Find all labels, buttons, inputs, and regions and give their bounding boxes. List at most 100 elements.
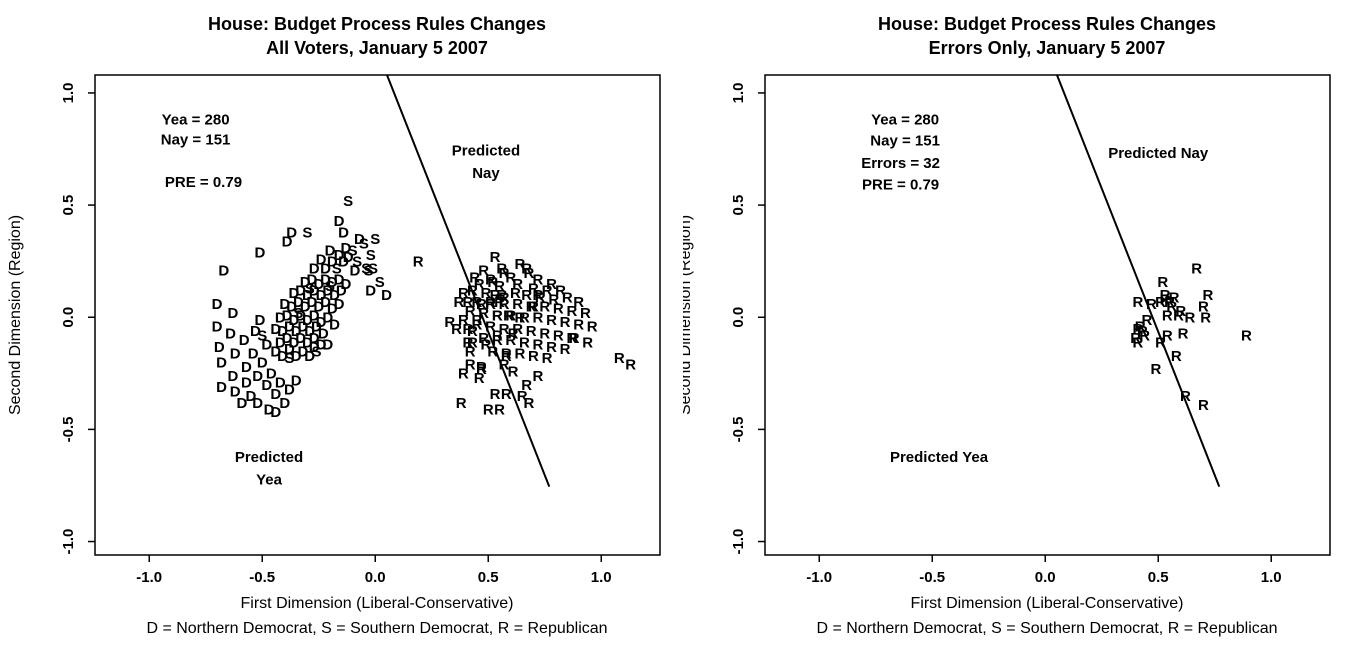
data-point: R [496, 287, 507, 304]
data-point: R [1198, 397, 1209, 414]
data-point: R [499, 289, 510, 306]
data-point: R [476, 296, 487, 313]
data-point: D [316, 314, 327, 331]
data-point: R [458, 285, 469, 302]
data-point: D [293, 294, 304, 311]
x-tick-label: -0.5 [249, 569, 275, 586]
data-point: R [1130, 330, 1141, 347]
data-point: R [1146, 296, 1157, 313]
data-point: R [512, 321, 523, 338]
region-annotation: Predicted [452, 143, 520, 160]
data-point: D [279, 395, 290, 412]
data-point: R [569, 330, 580, 347]
data-point: R [467, 323, 478, 340]
data-point: R [1175, 303, 1186, 320]
data-point: D [309, 339, 320, 356]
data-point: D [302, 287, 313, 304]
data-point: R [501, 348, 512, 365]
data-point: R [1135, 319, 1146, 336]
data-point: S [348, 242, 358, 259]
data-point: R [508, 325, 519, 342]
data-point: D [282, 233, 293, 250]
data-point: R [456, 395, 467, 412]
data-point: R [1191, 260, 1202, 277]
data-point: R [478, 305, 489, 322]
data-point: R [505, 269, 516, 286]
data-point: S [359, 236, 369, 253]
data-point: D [275, 310, 286, 327]
data-point: D [284, 319, 295, 336]
data-point: D [275, 334, 286, 351]
data-point: D [340, 276, 351, 293]
x-tick-label: 0.5 [1148, 569, 1169, 586]
plot-box [764, 74, 1331, 556]
data-point: R [546, 339, 557, 356]
data-point: D [286, 298, 297, 315]
region-annotation: Predicted [235, 449, 303, 466]
x-tick-label: -0.5 [919, 569, 945, 586]
data-point: D [252, 395, 263, 412]
data-point: R [462, 321, 473, 338]
left-chart-title-line1: House: Budget Process Rules Changes [208, 14, 546, 34]
left-y-axis-label: Second Dimension (Region) [7, 215, 24, 415]
data-point: R [553, 301, 564, 318]
data-point: D [282, 330, 293, 347]
data-point: R [503, 307, 514, 324]
data-point: R [535, 289, 546, 306]
data-point: D [212, 319, 223, 336]
data-point: D [291, 348, 302, 365]
data-point: R [458, 312, 469, 329]
y-tick-label: -1.0 [730, 529, 747, 555]
data-point: R [521, 287, 532, 304]
data-point: D [327, 274, 338, 291]
y-tick-label: 1.0 [730, 83, 747, 104]
data-point: R [1166, 298, 1177, 315]
cutting-line [1056, 74, 1221, 487]
data-point: D [334, 296, 345, 313]
data-point: D [311, 319, 322, 336]
data-point: D [257, 355, 268, 372]
data-point: D [316, 337, 327, 354]
data-point: R [1139, 328, 1150, 345]
data-point: D [218, 263, 229, 280]
data-point: R [542, 283, 553, 300]
data-point: R [1137, 323, 1148, 340]
data-point: R [1171, 348, 1182, 365]
data-point: D [275, 375, 286, 392]
data-point: R [1132, 334, 1143, 351]
legend-entry: PRE = 0.79 [165, 174, 242, 191]
data-point: R [485, 296, 496, 313]
data-point: R [476, 361, 487, 378]
y-tick-label: 0.0 [60, 307, 77, 328]
data-point: R [573, 294, 584, 311]
data-point: R [458, 366, 469, 383]
left-x-axis-label: First Dimension (Liberal-Conservative) [241, 595, 514, 612]
data-point: R [478, 263, 489, 280]
data-point: D [230, 346, 241, 363]
data-point: D [288, 312, 299, 329]
data-point: D [241, 359, 252, 376]
data-point: D [365, 283, 376, 300]
data-point: R [465, 303, 476, 320]
data-point: R [573, 316, 584, 333]
y-tick-label: -1.0 [60, 529, 77, 555]
data-point: D [349, 263, 360, 280]
data-point: R [553, 328, 564, 345]
data-point: S [302, 224, 312, 241]
data-point: R [542, 350, 553, 367]
data-point: R [492, 307, 503, 324]
data-point: R [533, 287, 544, 304]
data-point: R [1160, 292, 1171, 309]
data-point: R [562, 289, 573, 306]
data-point: D [340, 240, 351, 257]
data-point: R [501, 386, 512, 403]
data-point: D [250, 323, 261, 340]
data-point: D [225, 325, 236, 342]
data-point: R [1184, 310, 1195, 327]
data-point: R [469, 269, 480, 286]
data-point: R [546, 312, 557, 329]
data-point: R [465, 357, 476, 374]
data-point: D [307, 272, 318, 289]
right-chart-title-line1: House: Budget Process Rules Changes [878, 14, 1216, 34]
